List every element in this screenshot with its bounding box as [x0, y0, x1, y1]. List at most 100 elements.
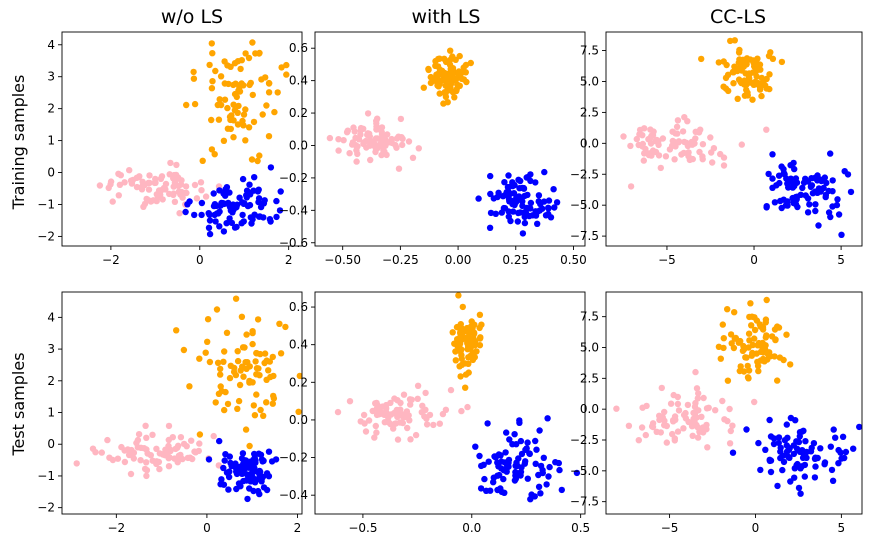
scatter-point — [498, 465, 505, 472]
scatter-point — [735, 339, 742, 346]
scatter-point — [436, 55, 443, 62]
scatter-point — [208, 40, 215, 47]
scatter-point — [276, 207, 284, 214]
scatter-point — [430, 421, 437, 429]
scatter-point — [209, 50, 216, 57]
scatter-point — [545, 197, 553, 204]
scatter-point — [231, 90, 239, 98]
scatter-point — [282, 323, 289, 331]
scatter-point — [762, 446, 769, 453]
scatter-point — [208, 146, 216, 153]
scatter-point — [231, 107, 239, 114]
x-tick-label: 0 — [203, 521, 211, 535]
scatter-point — [642, 431, 649, 439]
scatter-point — [263, 470, 271, 477]
scatter-point — [418, 409, 425, 416]
scatter-point — [220, 228, 228, 235]
scatter-point — [109, 198, 116, 205]
scatter-point — [265, 80, 273, 87]
scatter-point — [546, 463, 553, 471]
scatter-point — [774, 377, 781, 384]
scatter-point — [671, 156, 678, 163]
scatter-point — [779, 466, 786, 474]
scatter-point — [250, 487, 257, 495]
scatter-point — [457, 373, 464, 380]
scatter-point — [842, 448, 850, 456]
scatter-point — [206, 61, 213, 69]
scatter-point — [709, 159, 716, 166]
scatter-point — [740, 342, 747, 350]
scatter-point — [801, 473, 808, 480]
scatter-point — [199, 157, 206, 164]
scatter-point — [234, 58, 242, 65]
scatter-point — [259, 458, 266, 465]
scatter-point — [242, 137, 249, 144]
scatter-point — [669, 430, 676, 438]
scatter-point — [444, 99, 451, 106]
scatter-point — [357, 131, 364, 138]
scatter-point — [173, 161, 180, 169]
scatter-point — [776, 179, 783, 187]
scatter-point — [558, 486, 565, 494]
scatter-point — [699, 141, 707, 148]
scatter-point — [744, 89, 751, 96]
scatter-point — [405, 138, 413, 145]
scatter-point — [393, 144, 400, 151]
scatter-point — [476, 342, 484, 349]
scatter-point — [834, 196, 841, 203]
scatter-point — [783, 442, 790, 449]
scatter-point — [734, 67, 741, 75]
scatter-point — [213, 202, 220, 210]
scatter-point — [806, 201, 813, 208]
y-tick-label: 3 — [47, 70, 55, 84]
scatter-point — [354, 150, 361, 158]
scatter-point — [708, 149, 715, 156]
scatter-point — [729, 449, 737, 456]
scatter-point — [273, 197, 280, 205]
scatter-point — [397, 399, 404, 407]
scatter-point — [521, 192, 528, 200]
scatter-point — [472, 443, 479, 450]
scatter-point — [447, 47, 454, 54]
scatter-point — [191, 181, 199, 189]
y-tick-label: 2 — [47, 102, 55, 116]
scatter-point — [432, 62, 439, 70]
scatter-point — [780, 458, 788, 466]
scatter-point — [442, 406, 450, 413]
scatter-point — [524, 439, 531, 446]
scatter-point — [777, 197, 784, 205]
scatter-point — [748, 322, 755, 329]
scatter-point — [212, 67, 219, 75]
scatter-point — [675, 138, 683, 145]
scatter-point — [627, 183, 635, 190]
scatter-point — [536, 207, 543, 214]
scatter-point — [214, 359, 222, 366]
x-tick-label: 2 — [294, 521, 302, 535]
scatter-point — [251, 174, 258, 181]
scatter-point — [217, 101, 225, 109]
scatter-point — [177, 451, 184, 459]
scatter-point — [414, 382, 422, 389]
scatter-point — [220, 137, 228, 144]
y-tick-label: −1 — [37, 469, 55, 483]
scatter-point — [150, 197, 157, 204]
scatter-point — [183, 189, 190, 197]
scatter-point — [657, 164, 664, 172]
scatter-point — [813, 174, 820, 181]
scatter-point — [740, 63, 747, 70]
scatter-point — [395, 165, 403, 172]
scatter-point — [364, 110, 372, 117]
scatter-point — [696, 425, 703, 432]
scatter-point — [397, 115, 405, 123]
scatter-point — [732, 334, 739, 342]
scatter-point — [212, 218, 219, 225]
scatter-point — [475, 195, 482, 202]
scatter-point — [373, 123, 380, 130]
scatter-point — [802, 438, 809, 445]
scatter-point — [799, 184, 806, 192]
scatter-point — [467, 342, 474, 349]
scatter-point — [408, 396, 415, 403]
scatter-point — [423, 421, 431, 428]
scatter-point — [271, 108, 278, 116]
scatter-point — [458, 75, 465, 83]
